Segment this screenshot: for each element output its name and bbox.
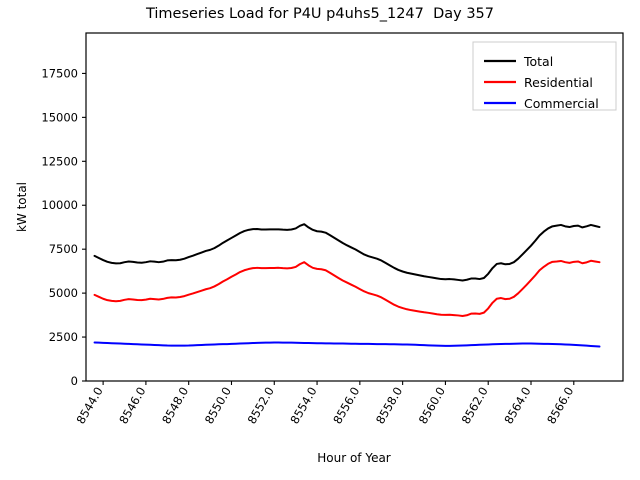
x-axis-ticks: 8544.0 8546.0 8548.0 8550.0 8552.0 8554.0 8556… [73, 381, 576, 426]
y-tick-label: 10000 [41, 198, 78, 212]
y-axis-label: kW total [15, 182, 29, 232]
legend-box [472, 41, 617, 111]
x-tick-label: 8544.0 [73, 385, 105, 427]
y-axis-ticks: 0 2500 5000 7500 10000 12500 15000 17500 [41, 66, 86, 388]
chart-title: Timeseries Load for P4U p4uhs5_1247 Day … [145, 6, 495, 22]
x-tick-label: 8560.0 [416, 385, 448, 427]
x-tick-label: 8548.0 [159, 385, 191, 427]
x-tick-label: 8562.0 [459, 385, 491, 427]
y-tick-label: 5000 [49, 286, 78, 300]
series-lines [93, 223, 601, 348]
x-tick-label: 8564.0 [501, 385, 533, 427]
legend-label-total: Total [523, 54, 553, 69]
axes-frame [85, 32, 624, 382]
x-tick-label: 8546.0 [116, 385, 148, 427]
series-line-total [93, 223, 601, 282]
y-tick-label: 15000 [41, 110, 78, 124]
series-line-commercial [93, 341, 601, 348]
x-tick-label: 8566.0 [544, 385, 576, 427]
legend-label-residential: Residential [524, 75, 593, 90]
y-tick-label: 0 [71, 374, 78, 388]
legend-label-commercial: Commercial [524, 96, 599, 111]
x-tick-label: 8556.0 [330, 385, 362, 427]
x-axis-label: Hour of Year [317, 451, 391, 465]
x-tick-label: 8558.0 [373, 385, 405, 427]
y-tick-label: 17500 [41, 66, 78, 80]
x-tick-label: 8554.0 [287, 385, 319, 427]
y-tick-label: 12500 [41, 154, 78, 168]
y-tick-label: 2500 [49, 330, 78, 344]
legend: Total Residential Commercial [472, 41, 617, 111]
x-tick-label: 8550.0 [202, 385, 234, 427]
y-tick-label: 7500 [49, 242, 78, 256]
series-line-residential [93, 259, 601, 317]
x-tick-label: 8552.0 [245, 385, 277, 427]
